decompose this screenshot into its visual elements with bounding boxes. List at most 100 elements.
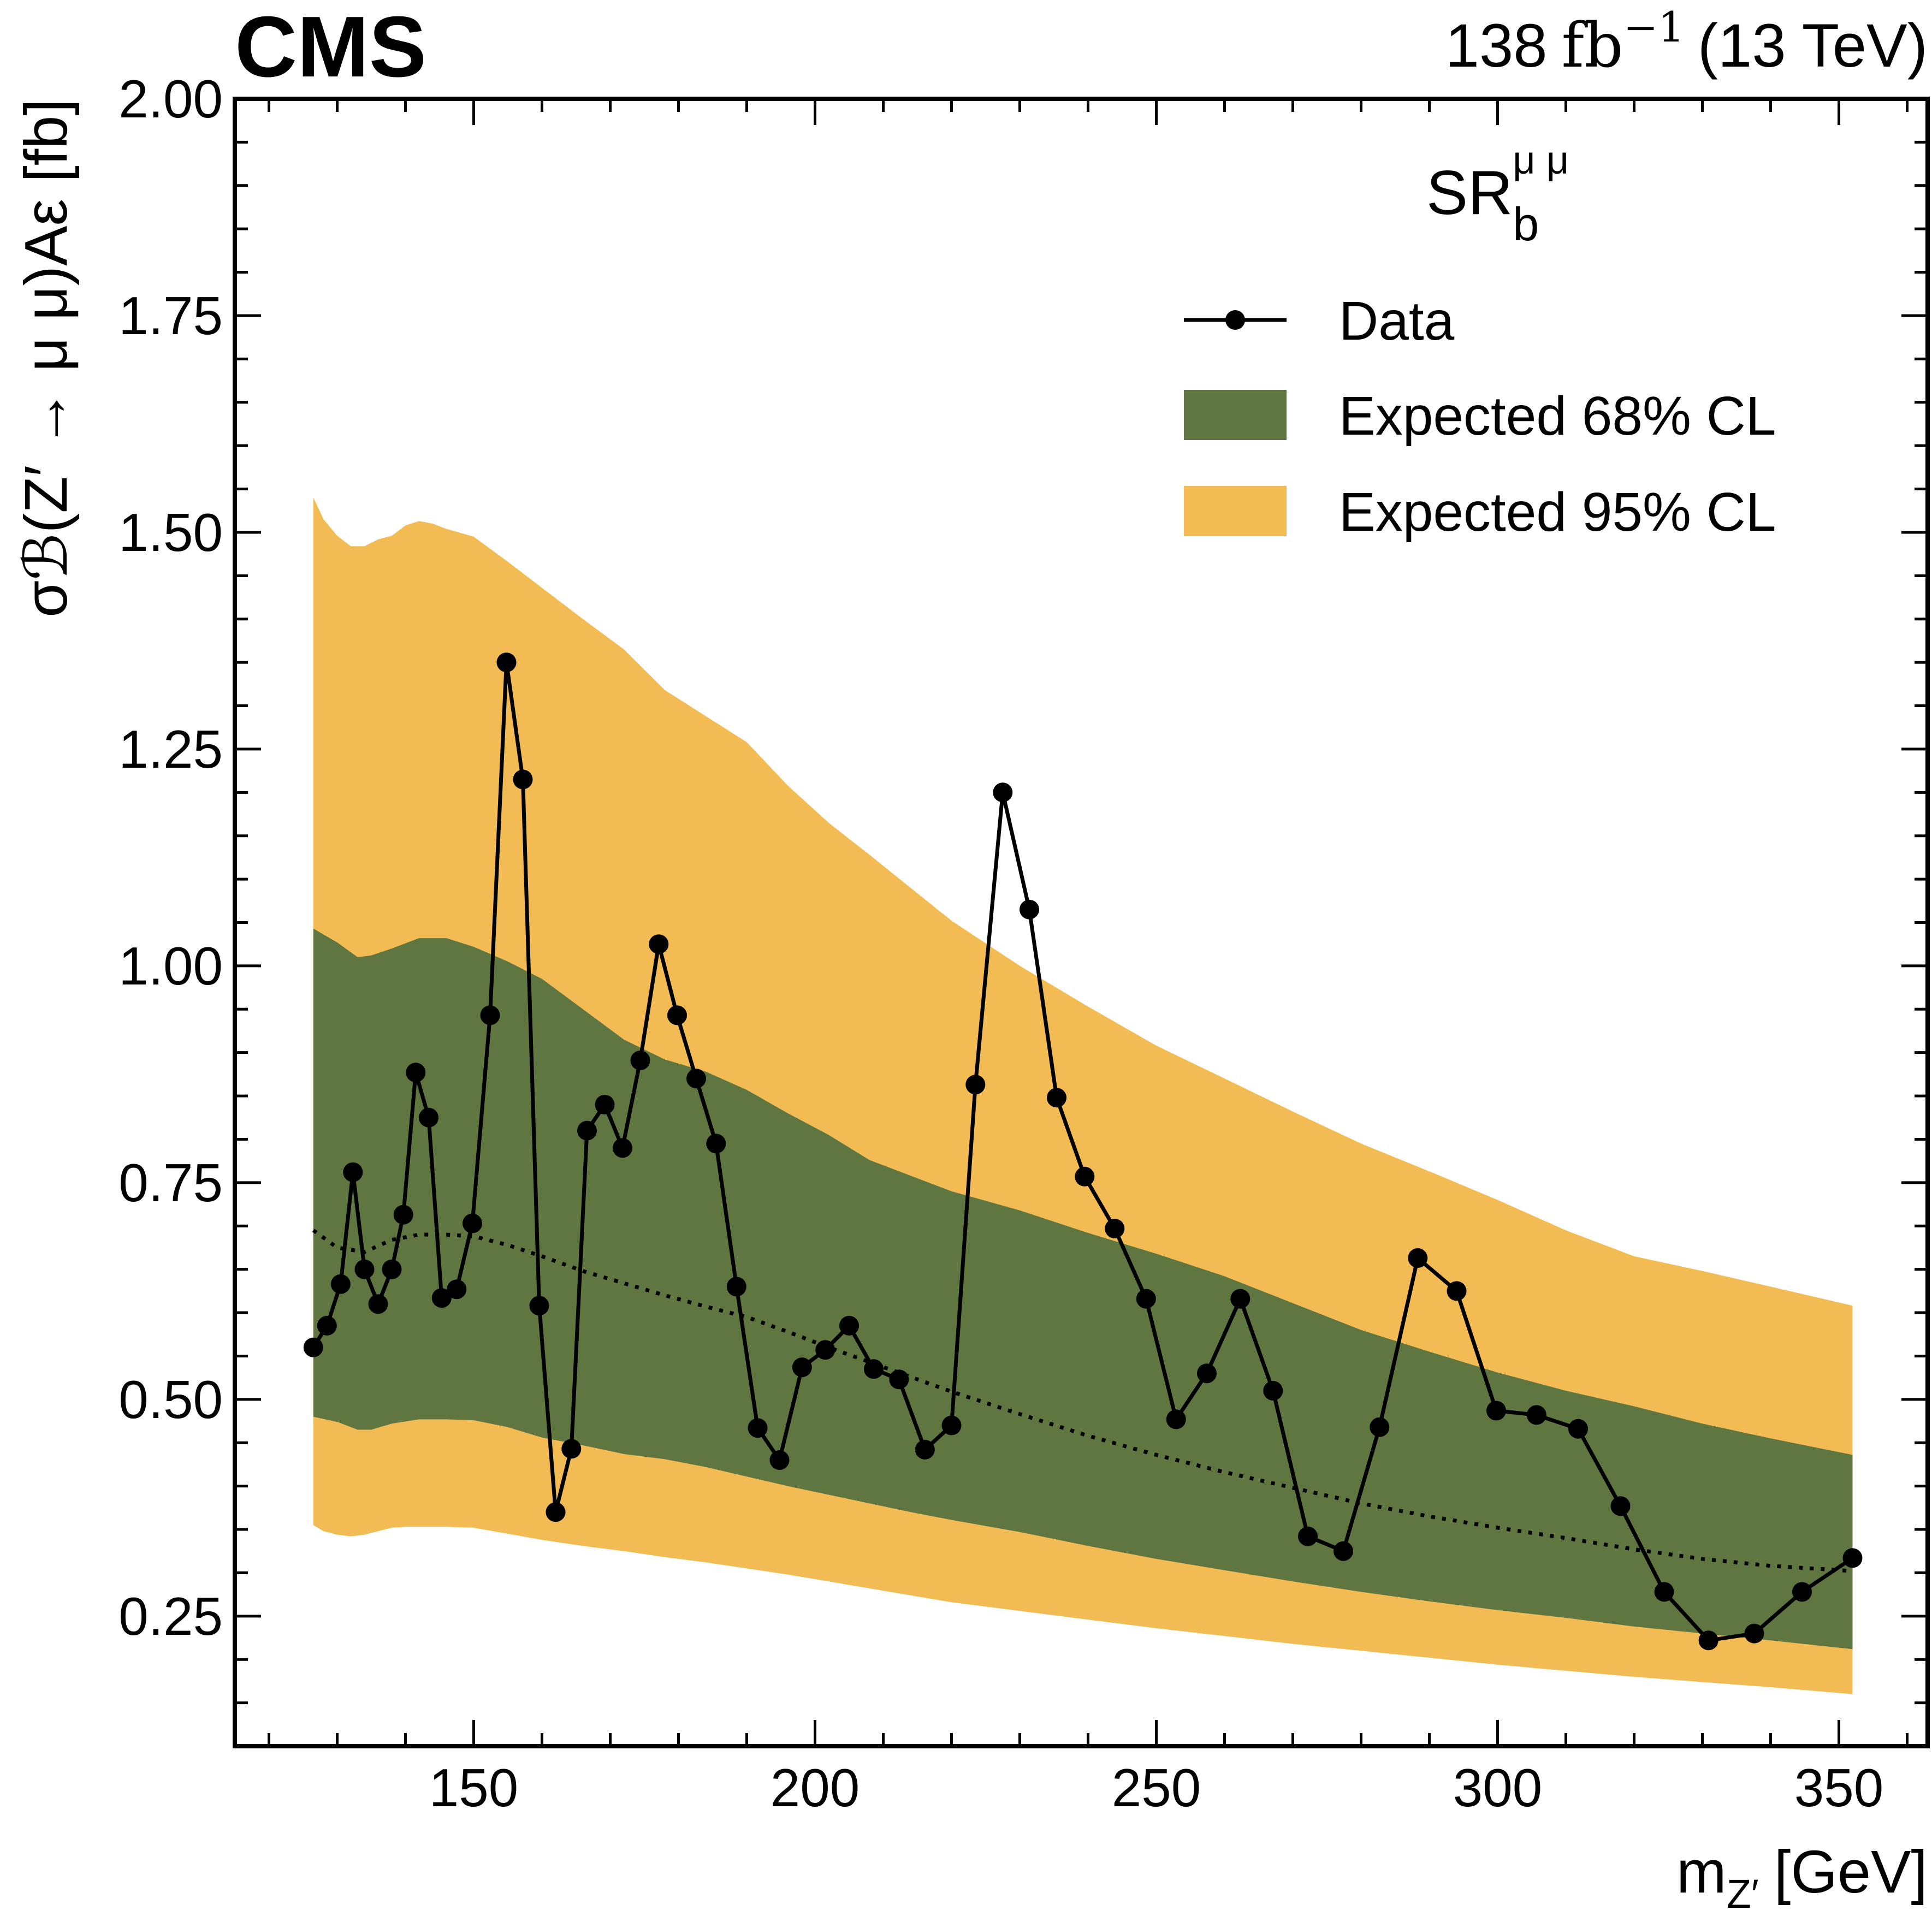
x-axis-title-sub: Z′	[1727, 1871, 1759, 1916]
data-point	[317, 1315, 337, 1336]
data-point	[343, 1162, 363, 1182]
y-axis-title: σℬ(Z′ → μ μ)Aε [fb]	[13, 99, 80, 618]
y-tick-label: 1.50	[118, 502, 223, 562]
data-point	[1408, 1248, 1428, 1268]
data-point	[1047, 1088, 1066, 1108]
data-point	[686, 1069, 706, 1089]
y-tick-label: 0.50	[118, 1369, 223, 1429]
legend-data-marker	[1225, 310, 1245, 330]
data-point	[393, 1205, 413, 1225]
x-axis-title-main: m	[1676, 1838, 1727, 1906]
band-68-area	[313, 928, 1853, 1650]
data-point	[303, 1337, 323, 1357]
y-tick-label: 2.00	[118, 69, 223, 129]
data-point	[1842, 1548, 1863, 1568]
legend-95-label: Expected 95% CL	[1339, 482, 1776, 543]
y-tick-labels: 0.25 0.50 0.75 1.00 1.25 1.50 1.75 2.00	[118, 69, 223, 1646]
data-point	[1075, 1166, 1095, 1187]
data-point	[368, 1294, 388, 1314]
x-tick-label: 350	[1794, 1758, 1884, 1818]
energy-label: (13 TeV)	[1698, 11, 1928, 80]
data-point	[1486, 1401, 1506, 1421]
data-point	[667, 1005, 687, 1025]
y-tick-label: 1.75	[118, 286, 223, 346]
data-point	[1744, 1623, 1764, 1644]
lumi-unit: fb	[1562, 10, 1623, 81]
lumi-exponent: −1	[1623, 3, 1685, 51]
data-point	[1610, 1496, 1631, 1516]
data-point	[529, 1296, 549, 1316]
data-point	[1334, 1541, 1353, 1561]
data-point	[330, 1274, 351, 1294]
data-point	[1698, 1630, 1718, 1651]
data-point	[889, 1369, 909, 1390]
x-tick-label: 150	[429, 1758, 519, 1818]
axis-ticks	[235, 97, 1928, 1748]
data-point	[1526, 1405, 1546, 1425]
legend-title: SRb μ μ	[1426, 139, 1569, 251]
data-point	[726, 1277, 746, 1297]
lumi-value: 138	[1445, 11, 1548, 80]
data-point	[1105, 1219, 1125, 1238]
data-point	[595, 1095, 615, 1114]
x-tick-label: 200	[771, 1758, 860, 1818]
legend-68-swatch	[1184, 390, 1287, 440]
data-point	[463, 1213, 482, 1233]
data-point	[1792, 1582, 1812, 1602]
x-tick-label: 300	[1453, 1758, 1543, 1818]
data-point	[406, 1063, 426, 1083]
legend-title-sub: b	[1513, 198, 1539, 251]
data-point	[419, 1107, 438, 1128]
y-tick-label: 1.25	[118, 719, 223, 779]
data-point	[513, 769, 533, 790]
data-point	[1230, 1289, 1251, 1309]
legend-68-label: Expected 68% CL	[1339, 385, 1776, 447]
data-point	[561, 1439, 582, 1459]
data-point	[1568, 1419, 1588, 1439]
data-point	[1263, 1381, 1283, 1401]
data-point	[354, 1259, 375, 1279]
data-point	[706, 1134, 726, 1154]
expected-68-band	[313, 928, 1853, 1650]
data-point	[1020, 899, 1039, 920]
data-point	[864, 1359, 884, 1379]
legend-title-sup: μ μ	[1513, 139, 1569, 182]
y-tick-label: 1.00	[118, 936, 223, 996]
data-point	[1197, 1363, 1217, 1384]
legend-95-swatch	[1184, 486, 1287, 536]
data-point	[613, 1138, 632, 1158]
data-point	[792, 1357, 812, 1378]
y-tick-label: 0.25	[118, 1586, 223, 1646]
x-tick-label: 250	[1112, 1758, 1201, 1818]
data-point	[993, 782, 1013, 803]
data-point	[447, 1279, 467, 1300]
data-point	[1298, 1526, 1318, 1546]
data-point	[431, 1288, 452, 1308]
data-point	[1166, 1409, 1186, 1429]
expected-median-line	[312, 1229, 1853, 1573]
data-point	[577, 1120, 597, 1141]
data-point	[769, 1450, 790, 1470]
data-point	[1447, 1281, 1467, 1301]
data-point	[382, 1259, 402, 1279]
data-point	[546, 1502, 566, 1522]
x-tick-labels: 150 200 250 300 350	[429, 1758, 1884, 1818]
y-tick-label: 0.75	[118, 1153, 223, 1213]
expected-line	[312, 1229, 1853, 1573]
data-point	[649, 934, 669, 954]
data-point	[630, 1051, 650, 1070]
data-point	[815, 1340, 835, 1360]
data-point	[748, 1418, 768, 1438]
luminosity-label: 138 fb−1 (13 TeV)	[1445, 3, 1928, 81]
data-point	[915, 1439, 935, 1460]
legend-title-main: SR	[1426, 158, 1513, 228]
data-point	[1370, 1417, 1390, 1437]
data-point	[1654, 1582, 1674, 1602]
data-point	[496, 652, 517, 673]
legend-data-label: Data	[1339, 290, 1455, 352]
x-axis-title-unit: [GeV]	[1774, 1838, 1928, 1906]
data-series	[303, 652, 1863, 1651]
data-point	[941, 1415, 962, 1435]
data-point	[965, 1075, 986, 1095]
